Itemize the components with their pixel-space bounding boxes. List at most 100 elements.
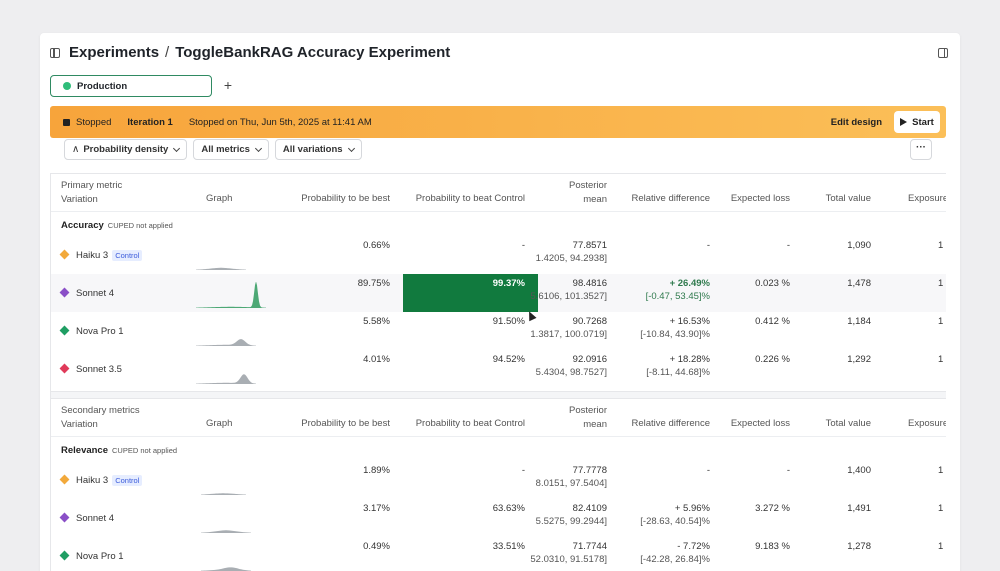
- expected-loss-value: 0.226 %: [755, 354, 790, 365]
- posterior-ci-value: 5.5275, 99.2944]: [535, 516, 607, 527]
- prob-best-value: 3.17%: [363, 503, 390, 514]
- total-value: 1,491: [847, 503, 871, 514]
- exposure-value: 1: [938, 465, 944, 476]
- distribution-sparkline: [196, 339, 256, 346]
- variation-color-icon: [59, 550, 70, 561]
- expected-loss-value: 3.272 %: [755, 503, 790, 514]
- stopped-icon: [63, 118, 70, 126]
- prob-beat-value: 63.63%: [492, 503, 525, 514]
- primary-variation-0[interactable]: Haiku 3 Control: [59, 249, 143, 261]
- chevron-down-icon: [347, 144, 355, 152]
- edit-design-button[interactable]: Edit design: [830, 116, 882, 128]
- tab-production[interactable]: Production: [50, 75, 212, 97]
- density-label: Probability density: [83, 144, 169, 155]
- metrics-label: All metrics: [201, 144, 250, 155]
- play-icon: [900, 118, 908, 126]
- secondary-exp-loss-header: Expected loss: [730, 418, 790, 429]
- stopped-on-label: Stopped on Thu, Jun 5th, 2025 at 11:41 A…: [188, 116, 372, 128]
- total-value: 1,400: [847, 465, 871, 476]
- prob-best-value: 4.01%: [363, 354, 390, 365]
- variation-color-icon: [59, 474, 70, 485]
- filter-bar: ∧ Probability density All metrics All var…: [64, 139, 362, 160]
- breadcrumb-experiments[interactable]: Experiments: [69, 44, 160, 61]
- sidebar-toggle-icon[interactable]: [50, 48, 60, 58]
- relative-diff-value: -: [706, 465, 710, 476]
- posterior-ci-value: 8.0151, 97.5404]: [535, 478, 607, 489]
- secondary-graph-header: Graph: [206, 418, 233, 429]
- variation-name: Sonnet 4: [76, 513, 115, 524]
- prob-best-value: 5.58%: [363, 316, 390, 327]
- primary-variation-3[interactable]: Sonnet 3.5: [59, 363, 122, 375]
- start-button[interactable]: Start: [894, 111, 940, 133]
- expected-loss-value: 0.023 %: [755, 278, 790, 289]
- relative-diff-value: + 18.28%: [669, 354, 710, 365]
- secondary-metric-label: Relevance CUPED not applied: [61, 445, 177, 456]
- expected-loss-value: 0.412 %: [755, 316, 790, 327]
- section-separator: [51, 391, 946, 399]
- relative-diff-value: + 16.53%: [669, 316, 710, 327]
- secondary-prob-best-header: Probability to be best: [301, 418, 390, 429]
- posterior-mean-value: 82.4109: [572, 503, 607, 514]
- primary-mean-header: mean: [583, 194, 607, 205]
- cuped-badge: CUPED not applied: [107, 221, 173, 230]
- total-value: 1,090: [847, 240, 871, 251]
- header-divider: [51, 211, 946, 212]
- env-status-dot: [63, 82, 71, 90]
- variations-dropdown[interactable]: All variations: [274, 139, 362, 160]
- status-banner: Stopped Iteration 1 Stopped on Thu, Jun …: [50, 106, 946, 138]
- chevron-down-icon: [254, 144, 262, 152]
- secondary-prob-beat-header: Probability to beat Control: [415, 418, 525, 429]
- distribution-sparkline: [201, 530, 251, 533]
- primary-graph-header: Graph: [206, 193, 233, 204]
- total-value: 1,278: [847, 541, 871, 552]
- add-environment-button[interactable]: +: [223, 77, 233, 93]
- metrics-dropdown[interactable]: All metrics: [193, 139, 269, 160]
- relative-diff-value: + 5.96%: [674, 503, 710, 514]
- relative-diff-value: -: [706, 240, 710, 251]
- best-probability-highlight: [403, 274, 538, 312]
- exposure-value: 1: [938, 503, 944, 514]
- posterior-ci-value: 5.6106, 101.3527]: [530, 291, 607, 302]
- secondary-variation-2[interactable]: Nova Pro 1: [59, 550, 124, 562]
- total-value: 1,292: [847, 354, 871, 365]
- secondary-posterior-header: Posterior: [568, 405, 607, 416]
- control-badge: Control: [112, 250, 143, 261]
- prob-best-value: 0.49%: [363, 541, 390, 552]
- prob-beat-value: 94.52%: [492, 354, 525, 365]
- header-divider: [51, 436, 946, 437]
- secondary-variation-1[interactable]: Sonnet 4: [59, 512, 115, 524]
- secondary-total-header: Total value: [825, 418, 871, 429]
- variation-name: Haiku 3: [76, 250, 109, 261]
- total-value: 1,184: [847, 316, 871, 327]
- secondary-variation-0[interactable]: Haiku 3 Control: [59, 474, 143, 486]
- relative-diff-ci: [-0.47, 53.45]%: [645, 291, 710, 302]
- primary-variation-2[interactable]: Nova Pro 1: [59, 325, 124, 337]
- relative-diff-value: + 26.49%: [669, 278, 710, 289]
- control-badge: Control: [112, 475, 143, 486]
- variation-name: Nova Pro 1: [76, 551, 124, 562]
- primary-variation-header: Variation: [61, 194, 98, 205]
- secondary-rel-diff-header: Relative difference: [631, 418, 710, 429]
- expected-loss-value: -: [786, 465, 790, 476]
- distribution-sparkline: [196, 374, 256, 384]
- posterior-ci-value: 1.4205, 94.2938]: [535, 253, 607, 264]
- side-panel-icon[interactable]: [938, 48, 948, 58]
- page-title: Experiments / ToggleBankRAG Accuracy Exper…: [69, 44, 450, 61]
- primary-prob-beat-header: Probability to beat Control: [415, 193, 525, 204]
- distribution-sparkline: [201, 493, 246, 495]
- variation-color-icon: [59, 325, 70, 336]
- relative-diff-ci: [-28.63, 40.54]%: [640, 516, 710, 527]
- posterior-mean-value: 77.7778: [572, 465, 607, 476]
- primary-variation-1[interactable]: Sonnet 4: [59, 287, 114, 299]
- exposure-value: 1: [938, 316, 944, 327]
- variation-color-icon: [59, 363, 70, 374]
- results-table: Primary metric Variation Graph Probability …: [50, 173, 946, 571]
- variation-name: Haiku 3: [76, 475, 109, 486]
- more-options-button[interactable]: ···: [910, 139, 932, 160]
- prob-beat-value: 99.37%: [492, 278, 525, 289]
- secondary-metric-header: Secondary metrics: [61, 405, 140, 416]
- density-icon: ∧: [72, 144, 80, 155]
- density-dropdown[interactable]: ∧ Probability density: [64, 139, 188, 160]
- exposure-value: 1: [938, 541, 944, 552]
- start-label: Start: [912, 116, 934, 128]
